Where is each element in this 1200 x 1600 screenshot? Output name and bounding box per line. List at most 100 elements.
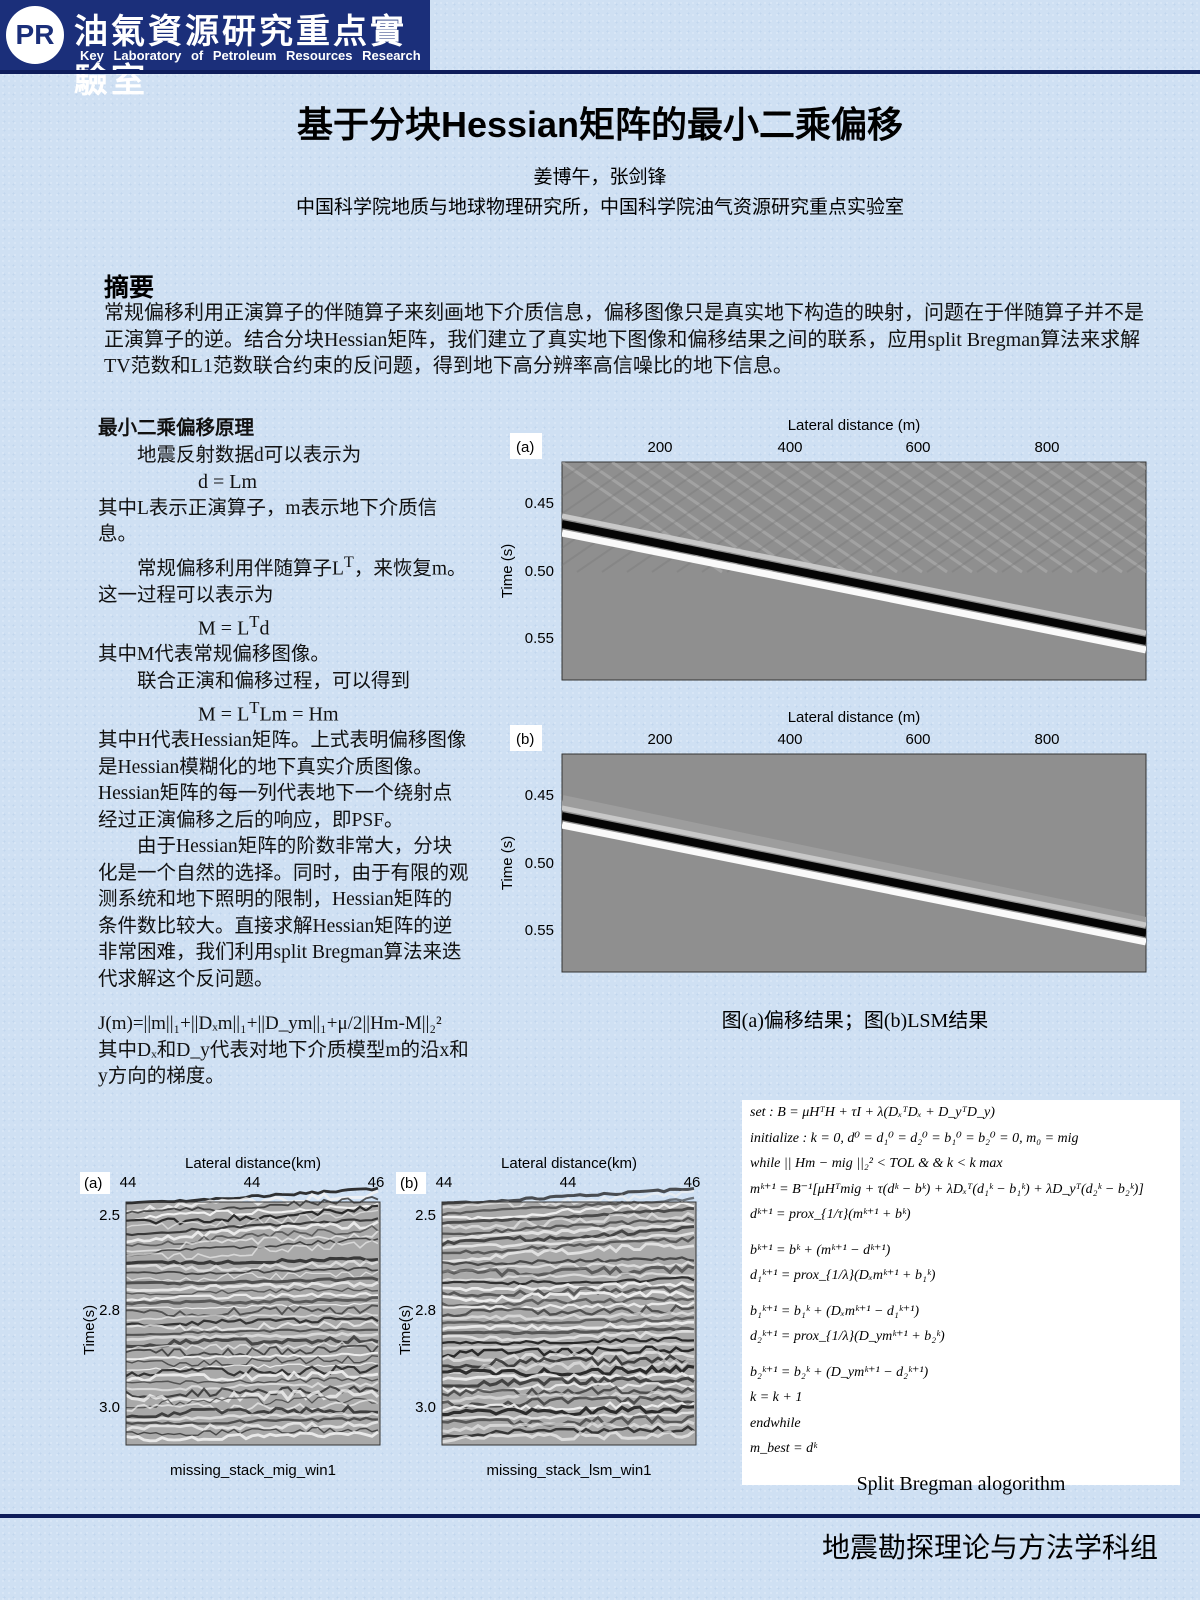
migration-artifact: [562, 462, 638, 515]
text: d: [259, 617, 270, 640]
panel-label-box: [80, 1172, 110, 1194]
algorithm-line: d₂ᵏ⁺¹ = prox_{1/λ}(D_ymᵏ⁺¹ + b₂ᵏ): [750, 1329, 945, 1344]
seismic-reflector: [125, 1239, 379, 1261]
abstract-text: 常规偏移利用正演算子的伴随算子来刻画地下介质信息，偏移图像只是真实地下构造的映射…: [104, 302, 1144, 377]
image-frame: [441, 1201, 697, 1446]
text: M = L: [198, 703, 250, 726]
migration-artifact: [786, 462, 948, 574]
authors: 姜博午，张剑锋: [533, 167, 667, 188]
seismic-reflector: [441, 1200, 695, 1221]
y-axis-label: Time (s): [500, 836, 516, 890]
algorithm-line: d₁ᵏ⁺¹ = prox_{1/λ}(Dₓmᵏ⁺¹ + b₁ᵏ): [750, 1268, 936, 1283]
seismic-reflector: [125, 1396, 379, 1409]
migration-artifact: [1076, 523, 1146, 573]
event-dark: [562, 812, 1146, 937]
migration-artifact: [1061, 462, 1146, 522]
seismic-reflector: [125, 1281, 379, 1293]
y-tick-label: 0.50: [525, 855, 554, 872]
event-dark: [562, 520, 1146, 645]
x-tick-label: 800: [1034, 731, 1059, 748]
migration-artifact: [562, 462, 713, 567]
algorithm-line: mᵏ⁺¹ = B⁻¹[μHᵀmig + τ(dᵏ − bᵏ) + λDₓᵀ(d₁…: [750, 1181, 1144, 1197]
migration-artifact: [926, 462, 1088, 573]
paragraph: 联合正演和偏移过程，可以得到: [137, 670, 411, 692]
seismic-reflector: [441, 1235, 695, 1255]
migration-artifact: [661, 462, 823, 574]
x-tick-label: 800: [1034, 439, 1059, 456]
algorithm-caption: Split Bregman alogorithm: [856, 1473, 1066, 1495]
x-axis-label: Lateral distance (m): [788, 709, 921, 726]
migration-artifact: [851, 462, 1013, 573]
migration-artifact: [1026, 488, 1146, 573]
seismic-reflector: [441, 1256, 695, 1267]
migration-artifact: [886, 462, 1048, 574]
seismic-reflector: [125, 1220, 379, 1244]
algorithm-line: set : B = μHᵀH + τI + λ(DₓᵀDₓ + D_yᵀD_y): [750, 1105, 995, 1120]
migration-artifact: [736, 462, 898, 574]
seismic-reflector: [441, 1304, 695, 1318]
migration-artifact: [961, 462, 1123, 574]
algorithm-line: b₁ᵏ⁺¹ = b₁ᵏ + (Dₓmᵏ⁺¹ − d₁ᵏ⁺¹): [750, 1303, 919, 1319]
migration-artifact: [836, 462, 998, 574]
text: ，来恢复m。这一过程可以表示为: [98, 558, 467, 606]
x-tick-label: 200: [647, 731, 672, 748]
panel-caption: missing_stack_mig_win1: [170, 1462, 336, 1479]
migration-artifact: [1001, 471, 1146, 573]
seismic-reflector: [441, 1320, 695, 1331]
migration-artifact: [801, 462, 963, 573]
seismic-reflector: [125, 1287, 379, 1296]
equation: M = LTd: [98, 609, 470, 642]
seismic-reflector: [441, 1429, 695, 1444]
migration-artifact: [562, 462, 613, 498]
migration-artifact: [1111, 462, 1146, 488]
migration-artifact: [876, 462, 1038, 573]
y-axis-label: Time(s): [397, 1305, 414, 1355]
x-tick-label: 600: [905, 731, 930, 748]
seismic-reflector: [125, 1327, 379, 1336]
event-light: [562, 529, 1146, 654]
seismic-reflector: [125, 1292, 379, 1302]
seismic-reflector: [125, 1364, 379, 1378]
migration-artifact: [951, 462, 1113, 573]
figure-panel: Lateral distance (m) 200 400 600 800 0.45 0.50…: [500, 709, 1147, 973]
migration-artifact: [811, 462, 973, 574]
seismic-reflector: [125, 1381, 379, 1392]
y-tick-label: 0.50: [525, 563, 554, 580]
seismic-reflector: [125, 1430, 379, 1443]
event-light: [562, 821, 1146, 946]
x-tick-label: 46: [684, 1174, 701, 1191]
seismic-reflector: [441, 1216, 695, 1236]
migration-artifact: [861, 462, 1023, 574]
seismic-reflector: [441, 1301, 695, 1311]
logo-mark: PR: [6, 6, 64, 64]
seismic-reflector: [125, 1276, 379, 1286]
algorithm-line: initialize : k = 0, d⁰ = d₁⁰ = d₂⁰ = b₁⁰…: [750, 1130, 1079, 1146]
x-axis-label: Lateral distance(km): [501, 1155, 637, 1172]
seismic-reflector: [125, 1209, 379, 1230]
text: Lm = Hm: [259, 703, 339, 726]
figure-caption: 图(a)偏移结果；图(b)LSM结果: [721, 1010, 989, 1032]
title: 基于分块Hessian矩阵的最小二乘偏移: [296, 104, 904, 145]
y-tick-label: 3.0: [99, 1399, 120, 1416]
panel-caption: missing_stack_lsm_win1: [486, 1462, 651, 1479]
seismic-reflector: [441, 1390, 695, 1403]
migration-artifact: [776, 462, 938, 573]
equation: M = LTLm = Hm: [98, 695, 470, 728]
migration-artifact: [562, 462, 688, 550]
seismic-reflector: [441, 1414, 695, 1428]
y-tick-label: 0.55: [525, 922, 554, 939]
figure-panel: Lateral distance(km) 44 44 46 2.5 2.8 3.0 Time(…: [80, 1155, 384, 1479]
x-tick-label: 600: [905, 439, 930, 456]
abstract-heading: 摘要: [104, 275, 155, 302]
seismic-reflector: [441, 1206, 695, 1226]
seismic-reflector: [441, 1225, 695, 1247]
migration-artifact: [686, 462, 848, 574]
seismic-reflector: [125, 1316, 379, 1327]
seismic-reflector: [125, 1302, 379, 1310]
seismic-reflector: [125, 1369, 379, 1383]
x-tick-label: 44: [120, 1174, 137, 1191]
migration-artifact: [576, 462, 738, 573]
seismic-reflector: [125, 1296, 378, 1306]
superscript: T: [249, 698, 260, 718]
x-tick-label: 44: [560, 1174, 577, 1191]
